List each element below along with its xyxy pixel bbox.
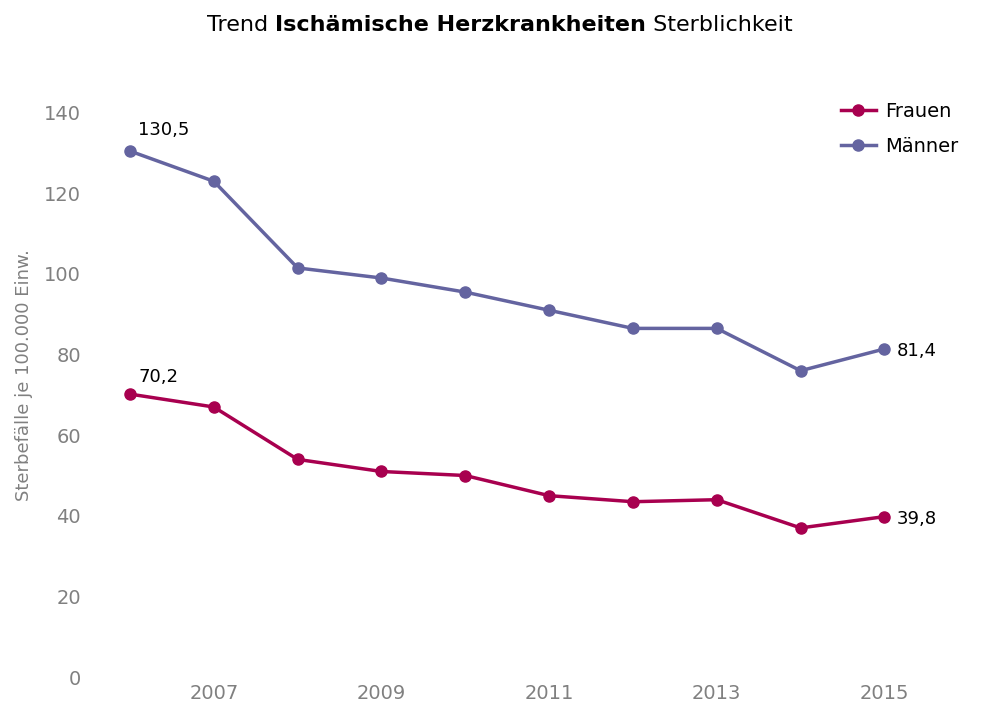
Frauen — [711, 495, 723, 504]
Text: Sterblichkeit: Sterblichkeit — [646, 15, 793, 35]
Frauen — [543, 491, 555, 500]
Frauen — [292, 455, 304, 464]
Text: 70,2: 70,2 — [138, 368, 178, 386]
Männer — [124, 146, 136, 155]
Männer — [292, 264, 304, 272]
Line: Frauen: Frauen — [124, 388, 890, 533]
Line: Männer: Männer — [124, 146, 890, 376]
Frauen — [878, 513, 890, 521]
Männer — [711, 324, 723, 332]
Frauen — [375, 467, 387, 476]
Männer — [543, 306, 555, 314]
Text: 130,5: 130,5 — [138, 121, 190, 139]
Frauen — [124, 390, 136, 398]
Text: 39,8: 39,8 — [897, 510, 937, 528]
Frauen — [208, 403, 220, 411]
Männer — [208, 177, 220, 185]
Männer — [795, 366, 807, 375]
Text: Trend: Trend — [207, 15, 275, 35]
Y-axis label: Sterbefälle je 100.000 Einw.: Sterbefälle je 100.000 Einw. — [15, 249, 33, 500]
Männer — [878, 345, 890, 353]
Männer — [459, 288, 471, 297]
Männer — [375, 274, 387, 282]
Frauen — [459, 471, 471, 480]
Legend: Frauen, Männer: Frauen, Männer — [833, 94, 966, 164]
Frauen — [627, 498, 639, 506]
Text: Ischämische Herzkrankheiten: Ischämische Herzkrankheiten — [275, 15, 646, 35]
Frauen — [795, 523, 807, 532]
Männer — [627, 324, 639, 332]
Text: 81,4: 81,4 — [897, 342, 937, 360]
